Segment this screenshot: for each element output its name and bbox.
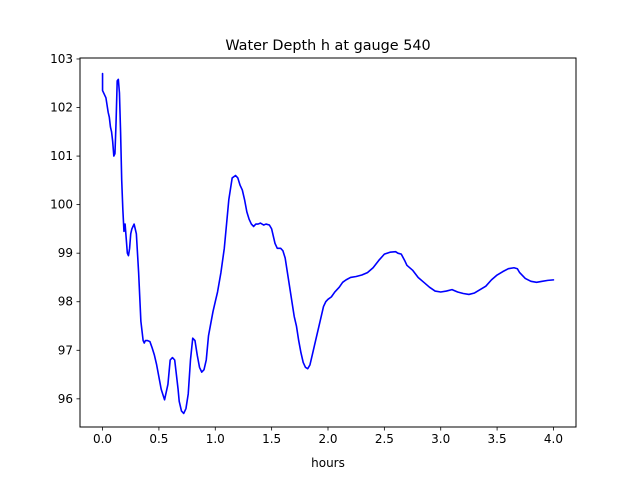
x-tick-label: 4.0 (544, 432, 563, 446)
y-axis: 96 97 98 99 100 101 102 103 (50, 52, 80, 406)
y-tick-label: 96 (58, 392, 73, 406)
x-tick-label: 2.0 (318, 432, 337, 446)
x-tick-label: 3.0 (431, 432, 450, 446)
x-tick-label: 0.0 (93, 432, 112, 446)
x-tick-label: 2.5 (375, 432, 394, 446)
y-tick-label: 99 (58, 246, 73, 260)
x-tick-label: 3.5 (488, 432, 507, 446)
y-tick-label: 103 (50, 52, 73, 66)
y-tick-label: 98 (58, 295, 73, 309)
x-tick-label: 1.0 (206, 432, 225, 446)
x-axis-label: hours (311, 456, 345, 470)
x-axis: 0.0 0.5 1.0 1.5 2.0 2.5 3.0 3.5 4.0 (93, 427, 563, 446)
y-tick-label: 97 (58, 343, 73, 357)
series-layer (101, 72, 555, 415)
y-tick-label: 100 (50, 198, 73, 212)
y-tick-label: 101 (50, 149, 73, 163)
chart-title: Water Depth h at gauge 540 (225, 38, 430, 54)
x-tick-label: 0.5 (149, 432, 168, 446)
y-tick-label: 102 (50, 101, 73, 115)
water-depth-series-line (101, 72, 555, 415)
x-tick-label: 1.5 (262, 432, 281, 446)
